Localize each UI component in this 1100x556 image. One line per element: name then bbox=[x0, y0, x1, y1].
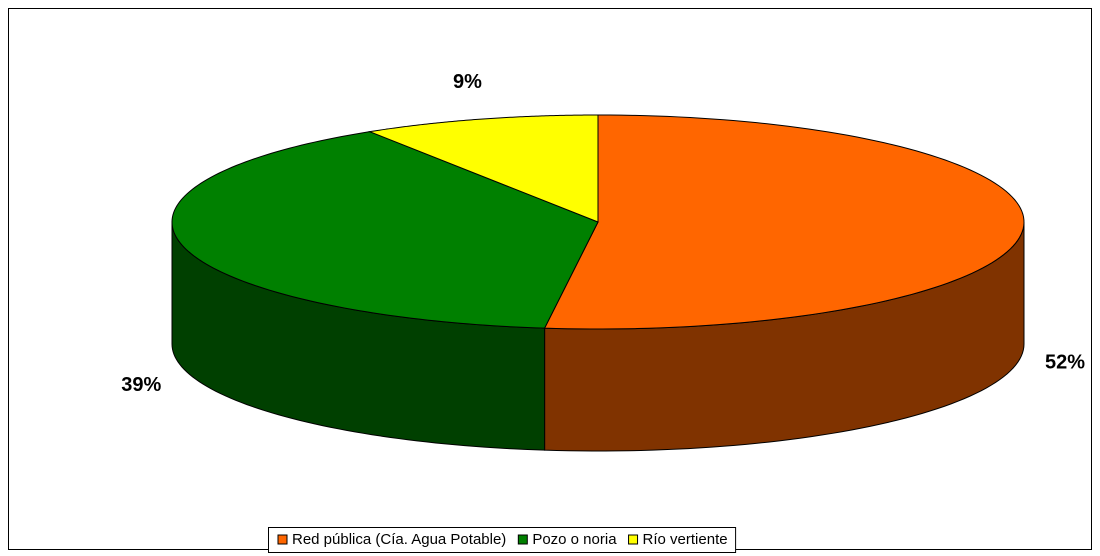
data-label: 39% bbox=[121, 374, 161, 396]
data-labels: 52% 39% 9% bbox=[121, 71, 1085, 396]
legend-swatch bbox=[277, 534, 288, 545]
legend-label: Red pública (Cía. Agua Potable) bbox=[292, 531, 506, 548]
pie-slice bbox=[367, 114, 599, 223]
legend-swatch bbox=[517, 534, 528, 545]
pie-slice bbox=[543, 114, 1025, 330]
pie-tops bbox=[171, 114, 1025, 330]
legend-label: Río vertiente bbox=[643, 531, 728, 548]
legend: Red pública (Cía. Agua Potable) Pozo o no… bbox=[268, 527, 737, 553]
legend-label: Pozo o noria bbox=[532, 531, 617, 548]
legend-box bbox=[268, 527, 737, 553]
data-label: 9% bbox=[453, 71, 482, 93]
pie-slice bbox=[171, 131, 599, 329]
data-label: 52% bbox=[1045, 351, 1085, 373]
legend-swatch bbox=[628, 534, 639, 545]
